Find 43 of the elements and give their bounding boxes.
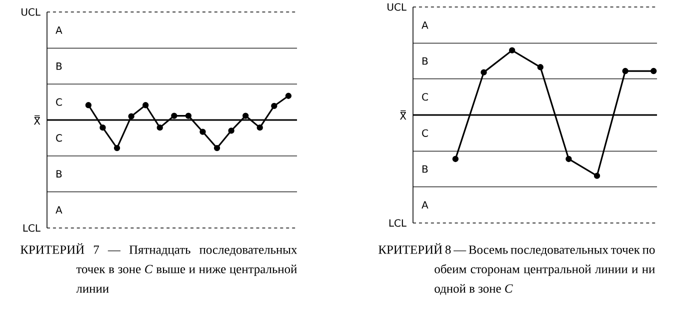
point (256, 124, 263, 131)
text: A (56, 206, 62, 214)
text: C (56, 134, 62, 142)
annotation: B (422, 57, 428, 65)
point (214, 144, 220, 152)
annotation: B (422, 165, 428, 173)
ref-line-label: X̿ (34, 115, 40, 125)
point (128, 113, 134, 120)
point (285, 92, 292, 99)
point (200, 128, 206, 135)
point (537, 64, 544, 70)
text: B (56, 170, 62, 178)
text: A (56, 26, 62, 34)
ref-line-label: LCL (23, 224, 40, 232)
text: C (56, 98, 62, 106)
point (452, 156, 459, 162)
point (508, 47, 516, 54)
point (156, 124, 163, 131)
text: A (422, 21, 428, 29)
point (171, 112, 178, 119)
ref-line-label: UCL (388, 3, 406, 11)
ref-line-label: UCL (22, 8, 40, 16)
point (85, 102, 92, 108)
point (566, 156, 572, 162)
annotation: C (422, 129, 428, 137)
annotation: C (422, 93, 428, 101)
point (185, 112, 192, 119)
point (142, 102, 149, 108)
point (242, 112, 249, 119)
point (480, 69, 487, 76)
point (650, 68, 657, 74)
point (594, 172, 600, 179)
point (271, 102, 278, 110)
ref-line-label: X̿ (400, 110, 406, 120)
text: A (422, 201, 428, 209)
ref-line-label: LCL (389, 219, 406, 227)
text: B (56, 62, 62, 70)
point (100, 124, 106, 131)
text: КРИТЕРИЙ 8 — Восемь последовательных точек по обеим сторонам центральной линии и ни одной в зоне C (378, 243, 655, 296)
point (228, 128, 234, 134)
text: КРИТЕРИЙ 7 — Пятнадцать последовательных точек в зоне C выше и ниже центральной линии (20, 243, 298, 293)
point (114, 144, 120, 152)
point (622, 68, 628, 74)
